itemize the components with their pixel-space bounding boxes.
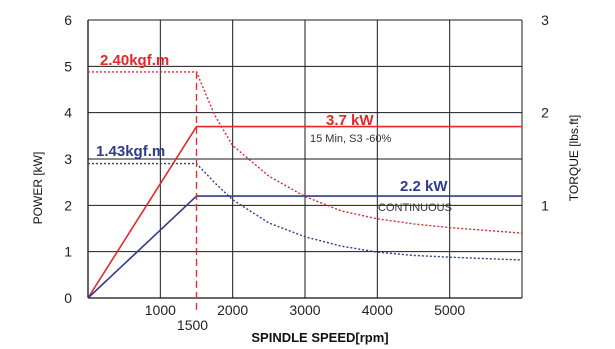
chart-grid — [87, 19, 523, 299]
y-tick-label: 5 — [64, 58, 72, 74]
red-power-annotation: 3.7 kW — [326, 112, 374, 129]
x-marker-label: 1500 — [177, 317, 208, 333]
x-axis-title: SPINDLE SPEED[rpm] — [251, 330, 388, 345]
chart-series — [87, 71, 523, 312]
chart-ticks: 1000 2000 3000 4000 5000 1500 0 1 2 3 4 5 6 1 2 3 — [64, 12, 549, 333]
y-tick-label: 2 — [64, 197, 72, 213]
y-tick-label: 0 — [64, 290, 72, 306]
blue-power-annotation: 2.2 kW — [400, 178, 448, 195]
y-right-tick-label: 1 — [541, 197, 549, 213]
y-tick-label: 3 — [64, 151, 72, 167]
x-tick-label: 1000 — [145, 302, 176, 318]
blue-power-note: CONTINUOUS — [378, 202, 452, 214]
y-tick-label: 4 — [64, 105, 72, 121]
y-tick-label: 6 — [64, 12, 72, 28]
series-line-3 — [88, 162, 523, 261]
y-tick-label: 1 — [64, 244, 72, 260]
blue-torque-annotation: 1.43kgf.m — [96, 143, 165, 160]
y-axis-title: POWER [kW] — [31, 152, 45, 225]
y-right-axis-title: TORQUE [lbs.ft] — [567, 115, 581, 201]
y-right-tick-label: 3 — [541, 12, 549, 28]
red-power-note: 15 Min, S3 -60% — [310, 133, 392, 145]
x-tick-label: 4000 — [362, 302, 393, 318]
series-line-0 — [87, 125, 522, 299]
y-right-tick-label: 2 — [541, 105, 549, 121]
x-tick-label: 2000 — [217, 302, 248, 318]
x-tick-label: 3000 — [289, 302, 320, 318]
red-torque-annotation: 2.40kgf.m — [100, 52, 169, 69]
x-tick-label: 5000 — [434, 302, 465, 318]
